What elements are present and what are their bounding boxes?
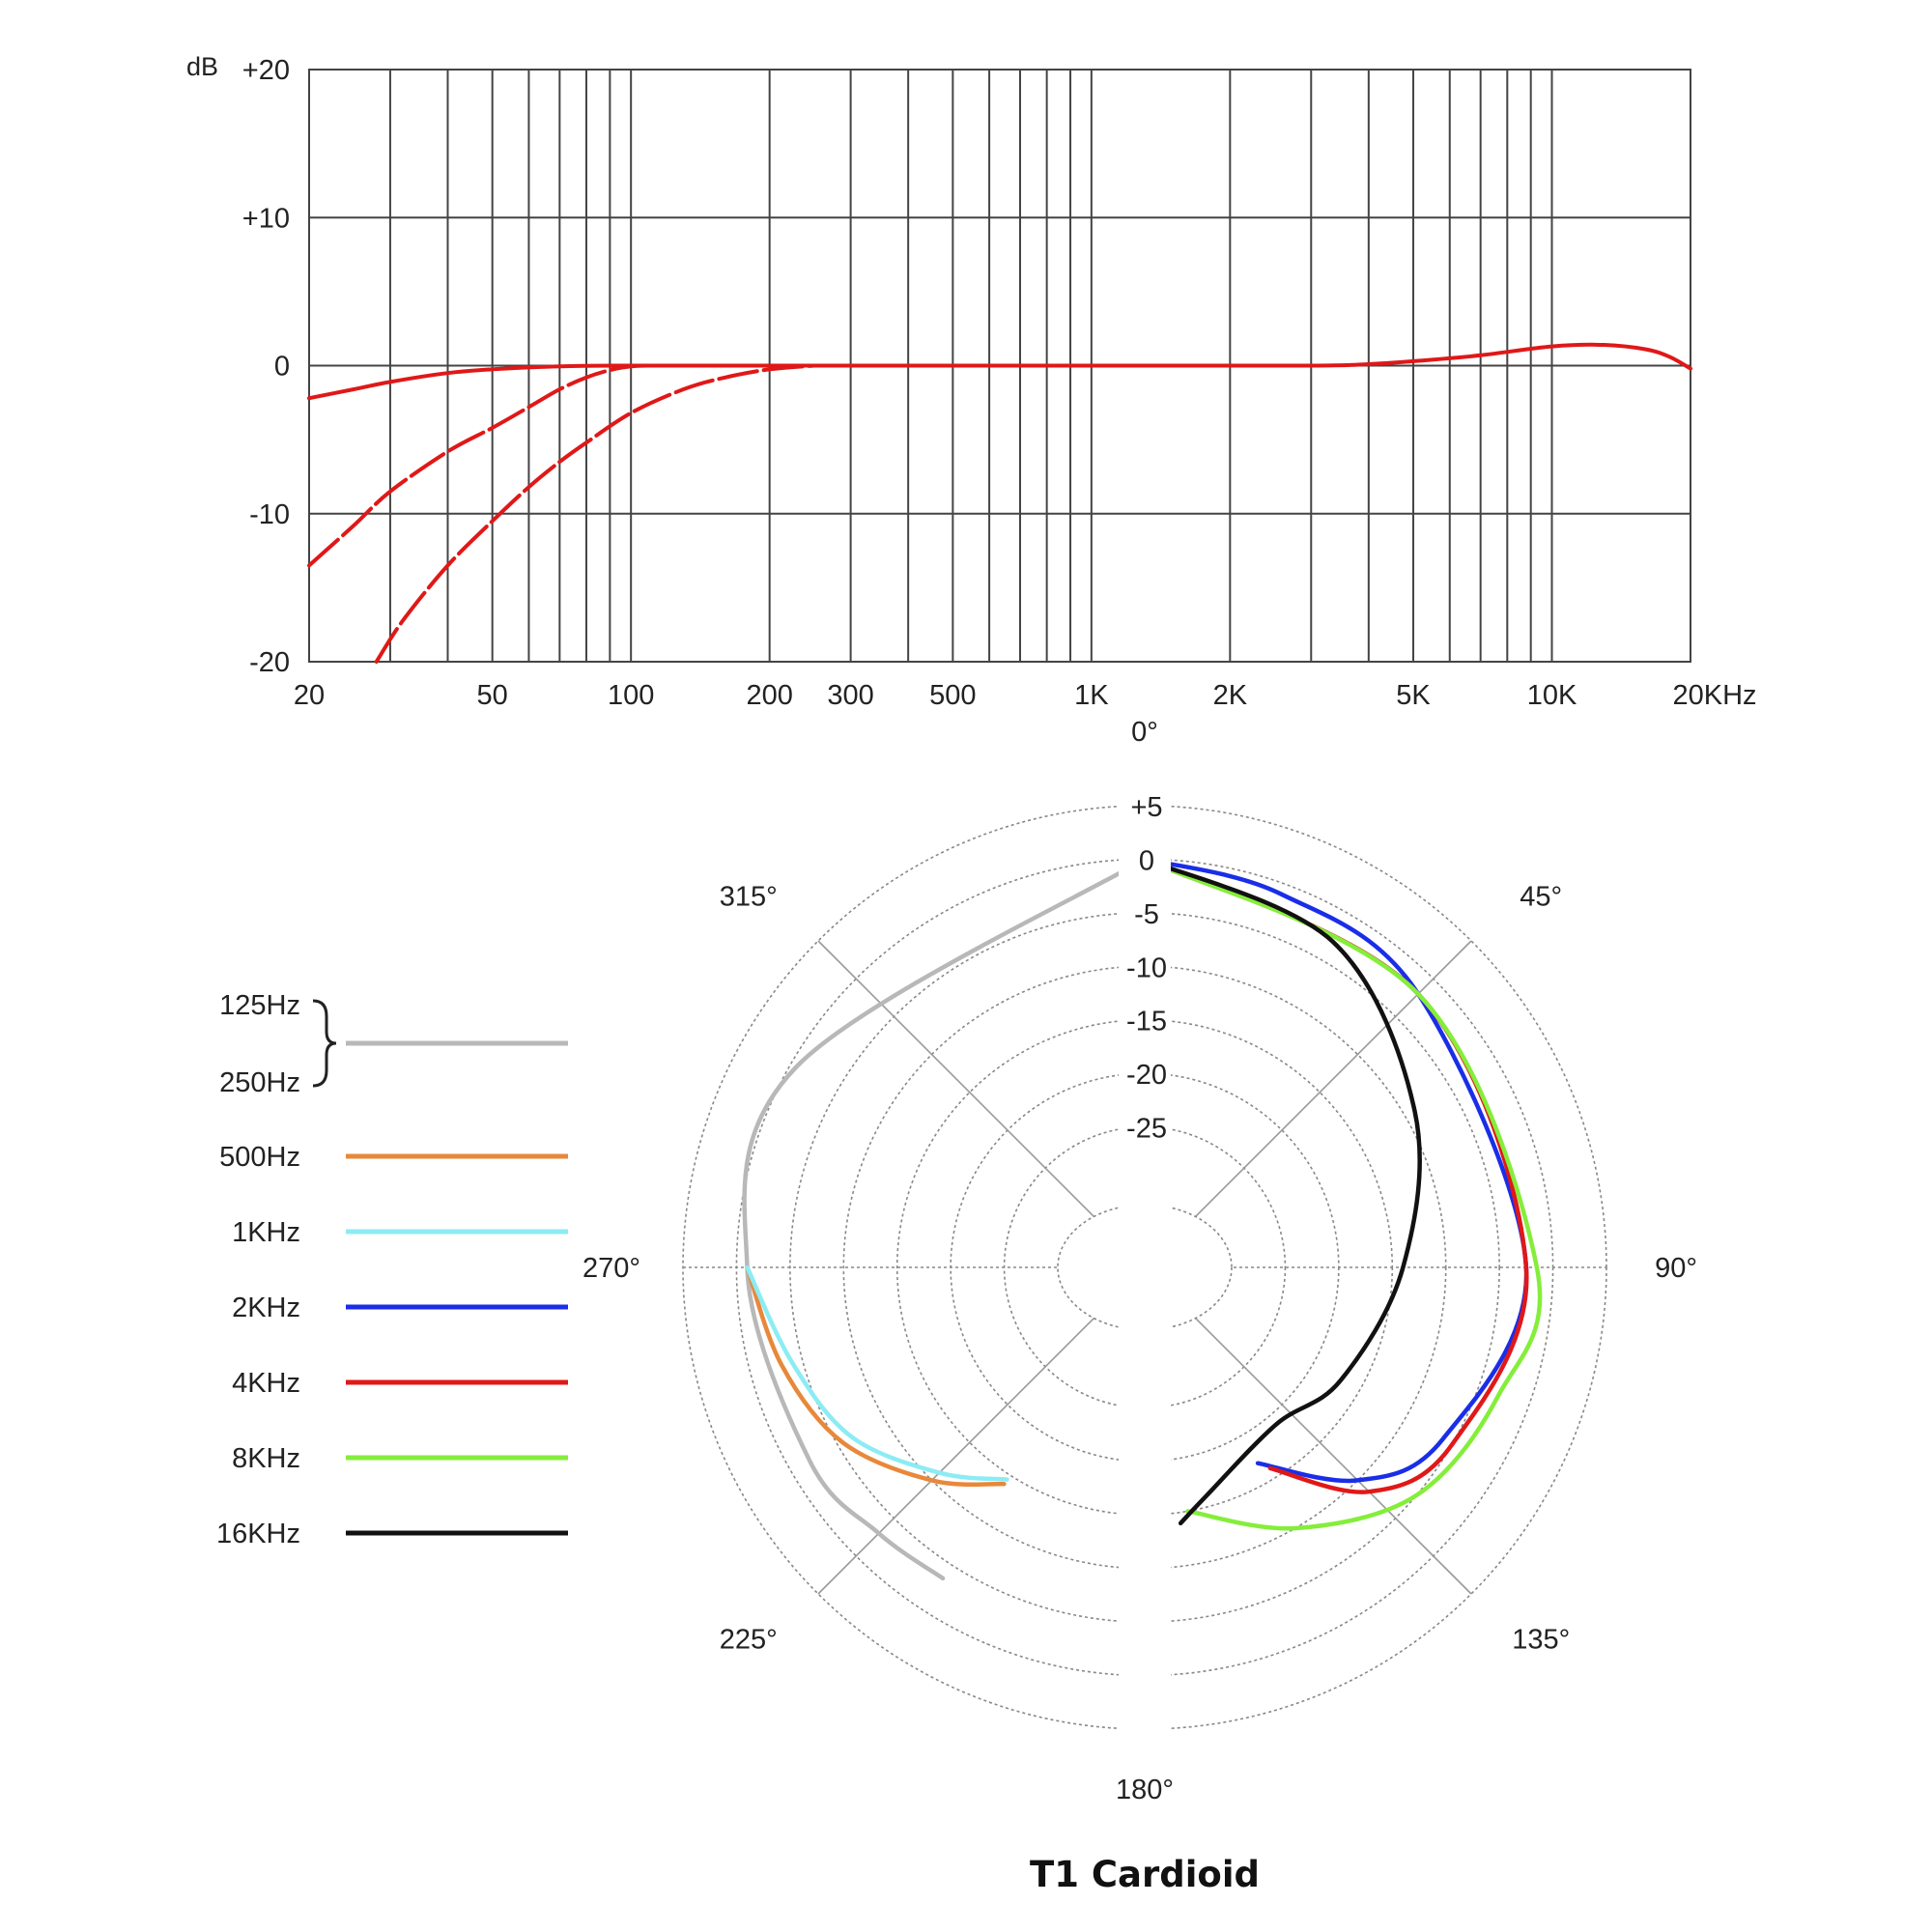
fr-y-tick-label: 0: [274, 352, 290, 383]
polar-ring-label: +5: [1130, 792, 1162, 823]
legend-label: 1KHz: [232, 1217, 300, 1248]
polar-curve: [745, 1264, 1009, 1482]
polar-pattern-chart: +5 0 -5 -10 -15 -20 -25 0° 45° 90° 135° 180° 225° 27…: [582, 717, 1697, 1805]
polar-angle-label: 90°: [1655, 1253, 1697, 1284]
polar-angle-label: 135°: [1512, 1625, 1570, 1656]
polar-angle-label: 180°: [1116, 1775, 1174, 1805]
polar-ring: [842, 965, 1447, 1570]
fr-x-tick-label: 1K: [1074, 680, 1109, 711]
fr-y-unit-label: dB: [186, 52, 218, 81]
fr-x-tick-label: 10K: [1527, 680, 1577, 711]
polar-ring-label: -10: [1126, 952, 1167, 983]
legend: 125Hz 250Hz 500Hz 1KHz 2KHz 4KHz 8KHz 16KHz: [216, 990, 568, 1549]
fr-series-group: [307, 342, 1692, 664]
polar-ring-label: -25: [1126, 1114, 1167, 1145]
polar-ring-label: 0: [1139, 845, 1154, 876]
frequency-response-chart: +20+100-10-20 20 50 100 200 300 500 1K 2K 5K 10K 2…: [186, 52, 1757, 711]
fr-x-tick-labels: 20 50 100 200 300 500 1K 2K 5K 10K 20KHz: [294, 680, 1757, 711]
fr-y-tick-label: +10: [242, 203, 290, 234]
polar-series-group: [742, 857, 1543, 1581]
legend-brace: [312, 999, 337, 1088]
fr-y-tick-labels: +20 +10 0 -10 -20: [242, 55, 290, 678]
polar-angle-labels: 0° 45° 90° 135° 180° 225° 270° 315°: [582, 717, 1697, 1805]
polar-center-gap: [1119, 796, 1171, 1739]
polar-angle-label: 270°: [582, 1253, 640, 1284]
legend-label: 4KHz: [232, 1368, 300, 1399]
polar-ring-label: -5: [1134, 899, 1159, 930]
fr-x-tick-label: 2K: [1213, 680, 1248, 711]
chart-caption: T1 Cardioid: [1030, 1854, 1260, 1895]
fr-y-tick-label: -20: [249, 647, 290, 678]
polar-curve: [1142, 857, 1529, 1494]
fr-x-tick-label: 500: [929, 680, 976, 711]
polar-curve: [1142, 857, 1422, 1526]
polar-ring-label: -20: [1126, 1060, 1167, 1091]
legend-label: 8KHz: [232, 1443, 300, 1474]
polar-angle-label: 225°: [720, 1625, 778, 1656]
polar-curve: [745, 1264, 1007, 1488]
polar-ring-label: -15: [1126, 1007, 1167, 1037]
fr-x-tick-label: 50: [477, 680, 508, 711]
polar-curve: [1142, 857, 1543, 1531]
fr-x-tick-label: 100: [608, 680, 654, 711]
polar-curve: [742, 857, 1148, 1581]
polar-angle-label: 45°: [1520, 881, 1562, 912]
legend-label: 125Hz: [219, 990, 300, 1021]
fr-response-curve-solid: [307, 342, 1692, 401]
legend-label: 16KHz: [216, 1519, 300, 1549]
legend-label: 250Hz: [219, 1067, 300, 1098]
fr-response-curve-dashed: [374, 363, 816, 664]
fr-x-tick-label: 20KHz: [1672, 680, 1756, 711]
fr-x-tick-label: 300: [827, 680, 873, 711]
polar-angle-label: 0°: [1131, 717, 1158, 748]
fr-x-tick-label: 5K: [1396, 680, 1431, 711]
polar-angle-label: 315°: [720, 881, 778, 912]
polar-ring-labels: +5 0 -5 -10 -15 -20 -25: [1126, 792, 1167, 1145]
fr-x-tick-label: 20: [294, 680, 325, 711]
fr-y-tick-label: +20: [242, 55, 290, 86]
fr-response-curve-dashed: [307, 363, 652, 568]
polar-center-cover: [1057, 796, 1233, 1739]
legend-label: 2KHz: [232, 1293, 300, 1323]
legend-label: 500Hz: [219, 1142, 300, 1173]
fr-y-tick-label: -10: [249, 499, 290, 530]
fr-x-tick-label: 200: [746, 680, 792, 711]
